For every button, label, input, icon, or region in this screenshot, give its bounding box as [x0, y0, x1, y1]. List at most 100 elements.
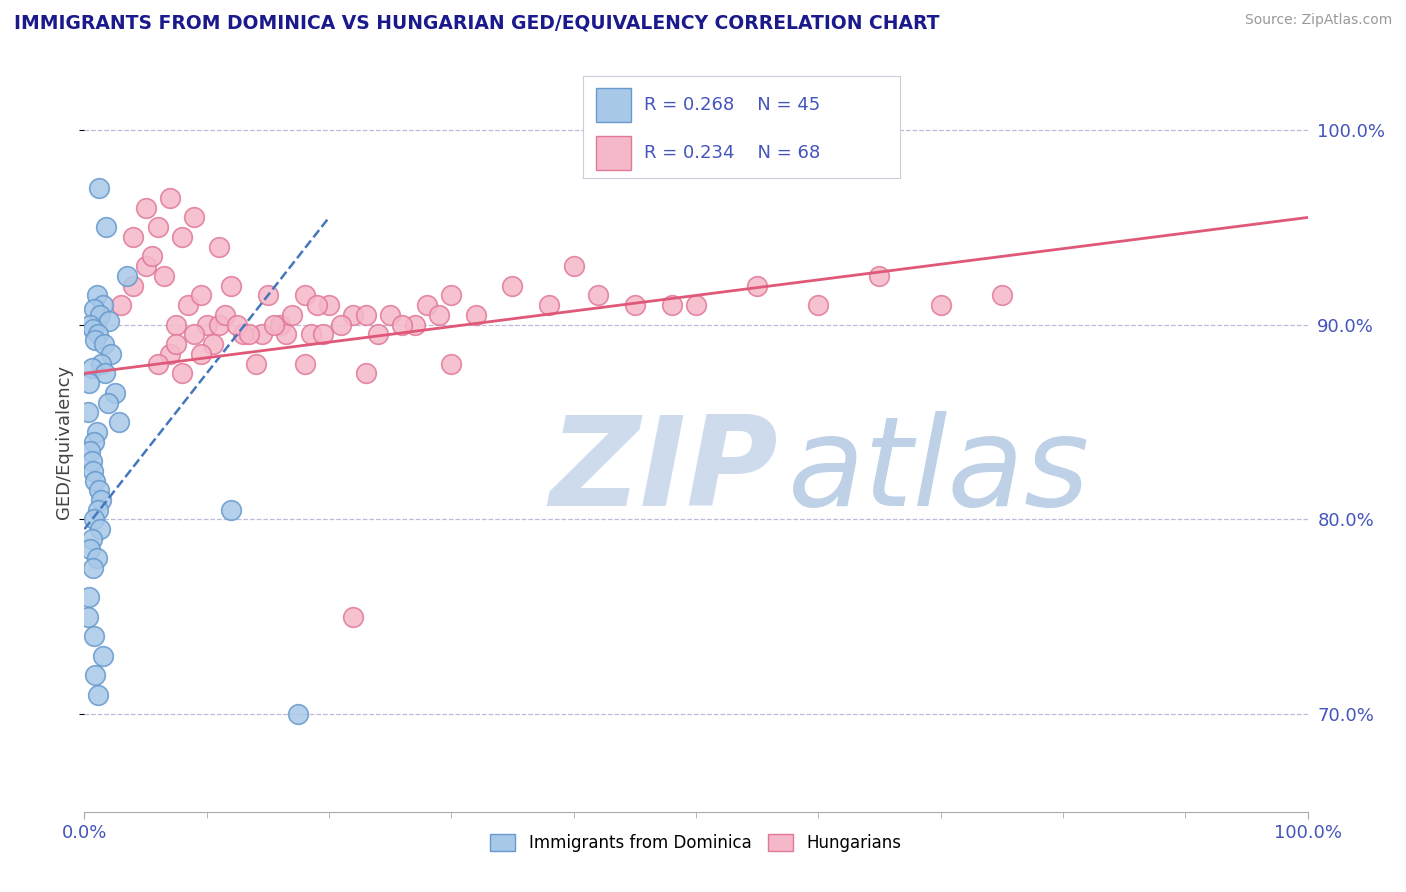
Point [135, 259, 157, 273]
Point [190, 347, 212, 361]
Point [807, 298, 830, 312]
Point [96, 220, 118, 235]
Point [208, 318, 231, 332]
Point [201, 337, 224, 351]
Point [84, 333, 107, 347]
Point [146, 220, 169, 235]
Point [245, 357, 267, 371]
Point [79, 444, 101, 458]
Point [281, 308, 304, 322]
Point [83, 629, 105, 643]
Point [97, 314, 120, 328]
Point [172, 367, 194, 381]
Point [538, 298, 561, 312]
Point [427, 308, 450, 322]
Point [263, 318, 285, 332]
Point [269, 318, 291, 332]
Point [190, 288, 212, 302]
Point [661, 298, 683, 312]
Point [869, 268, 891, 283]
Point [100, 347, 122, 361]
Point [77, 610, 100, 624]
Point [299, 327, 322, 342]
Point [172, 230, 194, 244]
Point [287, 707, 309, 722]
Point [82, 321, 104, 335]
Point [342, 308, 364, 322]
Point [380, 308, 402, 322]
Legend: Immigrants from Dominica, Hungarians: Immigrants from Dominica, Hungarians [484, 828, 908, 859]
Point [312, 327, 335, 342]
Point [93, 337, 115, 351]
Point [89, 522, 111, 536]
Point [391, 318, 413, 332]
Point [82, 464, 104, 478]
Point [250, 327, 273, 342]
Point [87, 502, 110, 516]
Bar [596, 88, 631, 122]
Bar [596, 136, 631, 170]
Point [104, 385, 127, 400]
Point [232, 327, 254, 342]
Point [354, 308, 377, 322]
Point [90, 493, 112, 508]
Point [141, 250, 163, 264]
Point [79, 318, 101, 332]
Point [110, 298, 132, 312]
Point [440, 288, 463, 302]
Point [354, 367, 377, 381]
Point [153, 268, 176, 283]
Point [183, 327, 205, 342]
Point [82, 561, 104, 575]
Point [685, 298, 707, 312]
Point [195, 318, 218, 332]
Point [122, 278, 145, 293]
Point [107, 415, 129, 429]
Point [226, 318, 249, 332]
Text: ZIP: ZIP [550, 410, 778, 532]
Point [146, 357, 169, 371]
Point [97, 395, 120, 409]
Point [87, 483, 110, 498]
Point [87, 327, 110, 342]
Point [84, 474, 107, 488]
Point [294, 357, 316, 371]
Point [84, 668, 107, 682]
Point [342, 610, 364, 624]
Point [624, 298, 647, 312]
Text: atlas: atlas [787, 410, 1090, 532]
Point [294, 288, 316, 302]
Point [86, 551, 108, 566]
Point [83, 301, 105, 316]
Point [115, 268, 138, 283]
Point [94, 367, 117, 381]
Point [238, 327, 260, 342]
Point [159, 191, 181, 205]
Point [165, 318, 187, 332]
Point [276, 327, 298, 342]
Point [77, 376, 100, 390]
Point [562, 259, 585, 273]
Point [79, 541, 101, 556]
Point [747, 278, 769, 293]
Point [991, 288, 1014, 302]
Point [165, 337, 187, 351]
Point [80, 360, 103, 375]
Point [77, 591, 100, 605]
Point [586, 288, 609, 302]
Point [219, 278, 242, 293]
Point [305, 298, 328, 312]
Point [87, 181, 110, 195]
Point [416, 298, 439, 312]
Point [502, 278, 524, 293]
Point [214, 308, 236, 322]
Point [86, 288, 108, 302]
Point [219, 502, 242, 516]
Point [183, 211, 205, 225]
Point [122, 230, 145, 244]
Point [135, 201, 157, 215]
Point [83, 434, 105, 449]
Point [83, 512, 105, 526]
Point [91, 648, 114, 663]
Y-axis label: GED/Equivalency: GED/Equivalency [55, 365, 73, 518]
